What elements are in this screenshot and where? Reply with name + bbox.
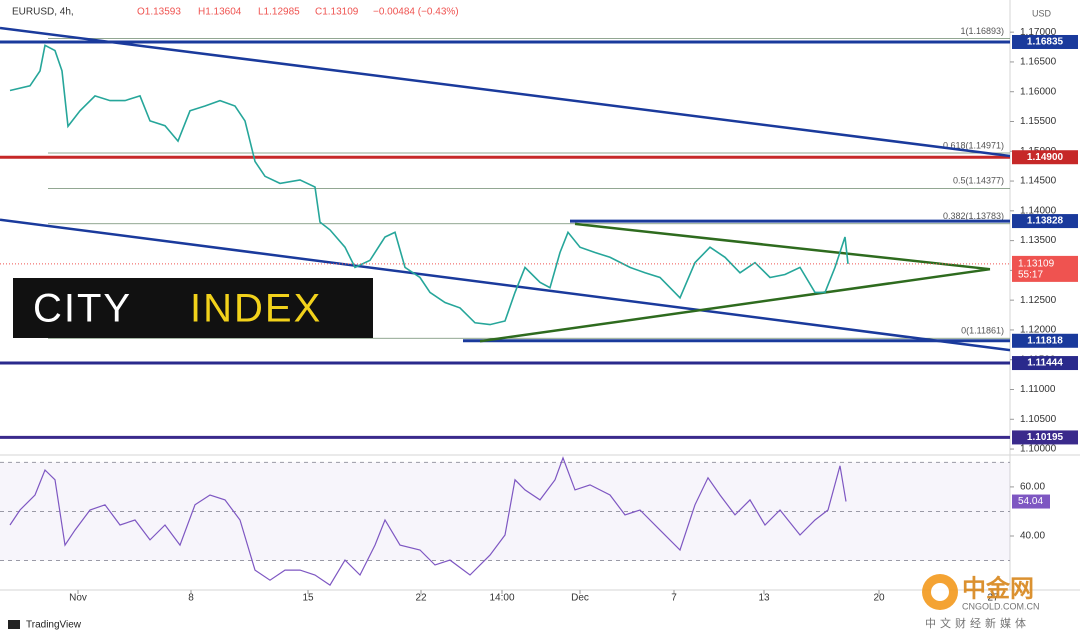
y-tick-label: 40.00 [1020,531,1045,542]
axes: 1.100001.105001.110001.115001.120001.125… [69,27,1078,604]
rsi-value-box [1012,494,1050,509]
y-tick-label: 1.12000 [1020,325,1057,336]
x-tick-label: 14:00 [489,593,514,604]
trend-line [0,218,1010,352]
level-box [1012,356,1078,371]
rsi-pane [0,456,1010,586]
fib-label: 0(1.11861) [961,326,1004,336]
level-label: 1.16835 [1027,37,1064,48]
symbol: EURUSD, 4h, [12,7,74,18]
level-label: 1.11818 [1027,335,1063,346]
x-tick-label: 7 [671,593,677,604]
level-box [1012,214,1078,229]
y-tick-label: 60.00 [1020,482,1045,493]
fib-label: 1(1.16893) [960,26,1004,36]
y-tick-label: 1.14000 [1020,205,1057,216]
level-box [1012,430,1078,445]
open: O1.13593 [137,7,181,18]
last-price-box [1012,255,1078,282]
watermark-name: 中金网 [962,574,1034,602]
last-price-label: 1.13109 [1018,259,1055,270]
countdown: 55:17 [1018,270,1043,281]
platform-icon [8,620,20,629]
fib-label: 0.618(1.14971) [943,140,1004,150]
y-tick-label: 1.15500 [1020,116,1057,127]
logo-index: INDEX [190,287,322,331]
y-tick-label: 1.13500 [1020,235,1057,246]
platform: TradingView [8,620,82,631]
platform-name: TradingView [26,620,82,631]
y-tick-label: 1.14500 [1020,176,1057,187]
x-tick-label: 22 [415,593,427,604]
watermark-icon-inner [931,583,949,601]
y-tick-label: 1.16500 [1020,57,1057,68]
watermark-site: CNGOLD.COM.CN [962,601,1040,611]
logo-box [13,278,373,338]
x-tick-label: 20 [873,593,885,604]
low: L1.12985 [258,7,300,18]
logo: CITY INDEX [13,278,373,338]
trend-line [0,26,1010,158]
x-tick-label: Dec [571,593,589,604]
level-label: 1.14900 [1027,152,1064,163]
x-tick-label: 13 [758,593,770,604]
watermark-slogan: 中文财经新媒体 [925,616,1030,630]
y-tick-label: 1.17000 [1020,27,1057,38]
currency: USD [1032,8,1052,18]
level-box [1012,34,1078,49]
y-tick-label: 1.16000 [1020,86,1057,97]
x-tick-label: 8 [188,593,194,604]
trend-line [574,222,991,271]
price-line [9,44,849,326]
level-box [1012,333,1078,348]
level-box [1012,150,1078,165]
rsi-value-label: 54.04 [1018,496,1043,507]
y-tick-label: 1.11000 [1020,384,1056,395]
watermark: 中金网 CNGOLD.COM.CN 中文财经新媒体 [922,574,1040,630]
logo-city: CITY [33,287,132,331]
trend-line [479,267,991,343]
x-tick-label: Nov [69,593,87,604]
high: H1.13604 [198,7,242,18]
x-tick-label: 27 [987,593,999,604]
y-tick-label: 1.10500 [1020,414,1057,425]
price-line [9,456,847,586]
close: C1.13109 [315,7,359,18]
y-tick-label: 1.12500 [1020,295,1057,306]
main-pane: 1(1.16893) 0.618(1.14971) 0.5(1.14377) 0.38… [0,26,1010,439]
x-tick-label: 15 [302,593,314,604]
level-label: 1.11444 [1027,358,1063,369]
fib-label: 0.5(1.14377) [953,176,1004,186]
y-tick-label: 1.10000 [1020,444,1057,455]
change: −0.00484 (−0.43%) [373,7,459,18]
level-label: 1.13828 [1027,216,1064,227]
level-label: 1.10195 [1027,432,1064,443]
fib-label: 0.382(1.13783) [943,211,1004,221]
